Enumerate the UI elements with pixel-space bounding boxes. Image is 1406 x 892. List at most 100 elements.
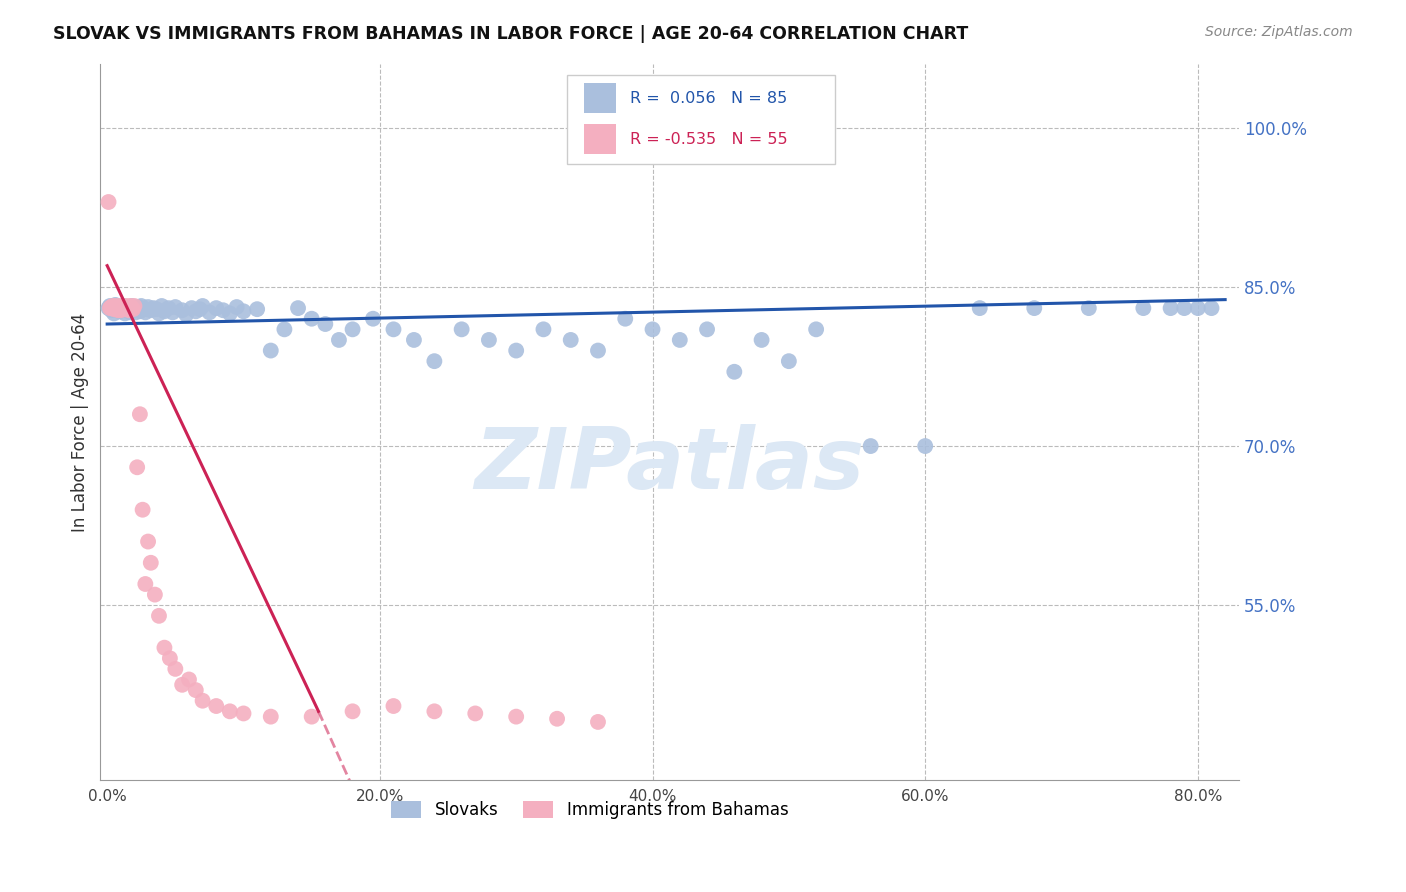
Bar [583, 124, 616, 154]
Point [232, 304, 254, 318]
Point [108, 302, 131, 317]
Point [125, 305, 148, 319]
Point [110, 303, 132, 318]
Point [132, 302, 155, 317]
Point [104, 299, 127, 313]
Point [98, 299, 121, 313]
Point [198, 305, 221, 319]
Point [104, 298, 127, 312]
Point [124, 301, 146, 315]
Point [105, 300, 128, 314]
Point [117, 302, 139, 317]
Point [641, 322, 664, 336]
Point [136, 534, 159, 549]
Point [139, 556, 162, 570]
Point [105, 302, 128, 317]
Point [174, 308, 197, 322]
Point [586, 343, 609, 358]
Point [382, 699, 405, 714]
Point [118, 303, 141, 318]
Point [464, 706, 486, 721]
Point [107, 303, 129, 318]
Point [205, 699, 228, 714]
Point [127, 302, 149, 317]
Point [117, 300, 139, 314]
Point [218, 306, 240, 320]
Point [225, 300, 247, 314]
Point [361, 311, 384, 326]
Bar [583, 83, 616, 113]
Point [98, 301, 121, 315]
Point [165, 662, 187, 676]
Point [112, 302, 135, 317]
Point [157, 301, 180, 315]
Point [273, 322, 295, 336]
Point [423, 704, 446, 718]
Point [120, 305, 142, 319]
Point [423, 354, 446, 368]
Point [103, 306, 125, 320]
Point [153, 640, 176, 655]
Point [124, 299, 146, 313]
Point [328, 333, 350, 347]
Point [134, 305, 156, 319]
Point [218, 704, 240, 718]
Point [139, 303, 162, 318]
Text: R = -0.535   N = 55: R = -0.535 N = 55 [630, 132, 787, 147]
Point [153, 304, 176, 318]
Point [1173, 301, 1195, 315]
Point [108, 304, 131, 318]
Point [314, 317, 336, 331]
Point [115, 299, 138, 313]
Point [100, 300, 122, 314]
Legend: Slovaks, Immigrants from Bahamas: Slovaks, Immigrants from Bahamas [385, 794, 796, 826]
Point [107, 300, 129, 314]
Point [127, 460, 149, 475]
Point [1187, 301, 1209, 315]
Point [150, 299, 173, 313]
Point [111, 302, 134, 317]
Point [105, 301, 128, 315]
Point [804, 322, 827, 336]
Point [103, 302, 125, 317]
Point [778, 354, 800, 368]
Point [191, 299, 214, 313]
Point [128, 407, 150, 421]
Point [104, 301, 127, 315]
Point [342, 704, 364, 718]
Point [97, 194, 120, 209]
Point [103, 300, 125, 314]
Point [114, 306, 136, 320]
Point [260, 709, 283, 723]
Point [191, 694, 214, 708]
Point [478, 333, 501, 347]
Point [184, 683, 207, 698]
Text: R =  0.056   N = 85: R = 0.056 N = 85 [630, 91, 787, 105]
Point [114, 300, 136, 314]
Point [246, 302, 269, 317]
Point [969, 301, 991, 315]
Point [159, 651, 181, 665]
Point [100, 303, 122, 318]
Point [180, 301, 202, 315]
Point [103, 301, 125, 315]
Point [110, 301, 132, 315]
Point [108, 299, 131, 313]
Text: ZIPatlas: ZIPatlas [474, 424, 865, 507]
Point [134, 577, 156, 591]
Point [112, 299, 135, 313]
Point [1077, 301, 1099, 315]
Point [586, 714, 609, 729]
Point [614, 311, 637, 326]
Point [696, 322, 718, 336]
Point [121, 301, 143, 315]
Point [859, 439, 882, 453]
Point [1160, 301, 1182, 315]
Point [143, 588, 166, 602]
Point [136, 300, 159, 314]
Point [505, 343, 527, 358]
Point [118, 302, 141, 317]
Point [105, 302, 128, 317]
Point [723, 365, 745, 379]
Point [101, 299, 124, 313]
